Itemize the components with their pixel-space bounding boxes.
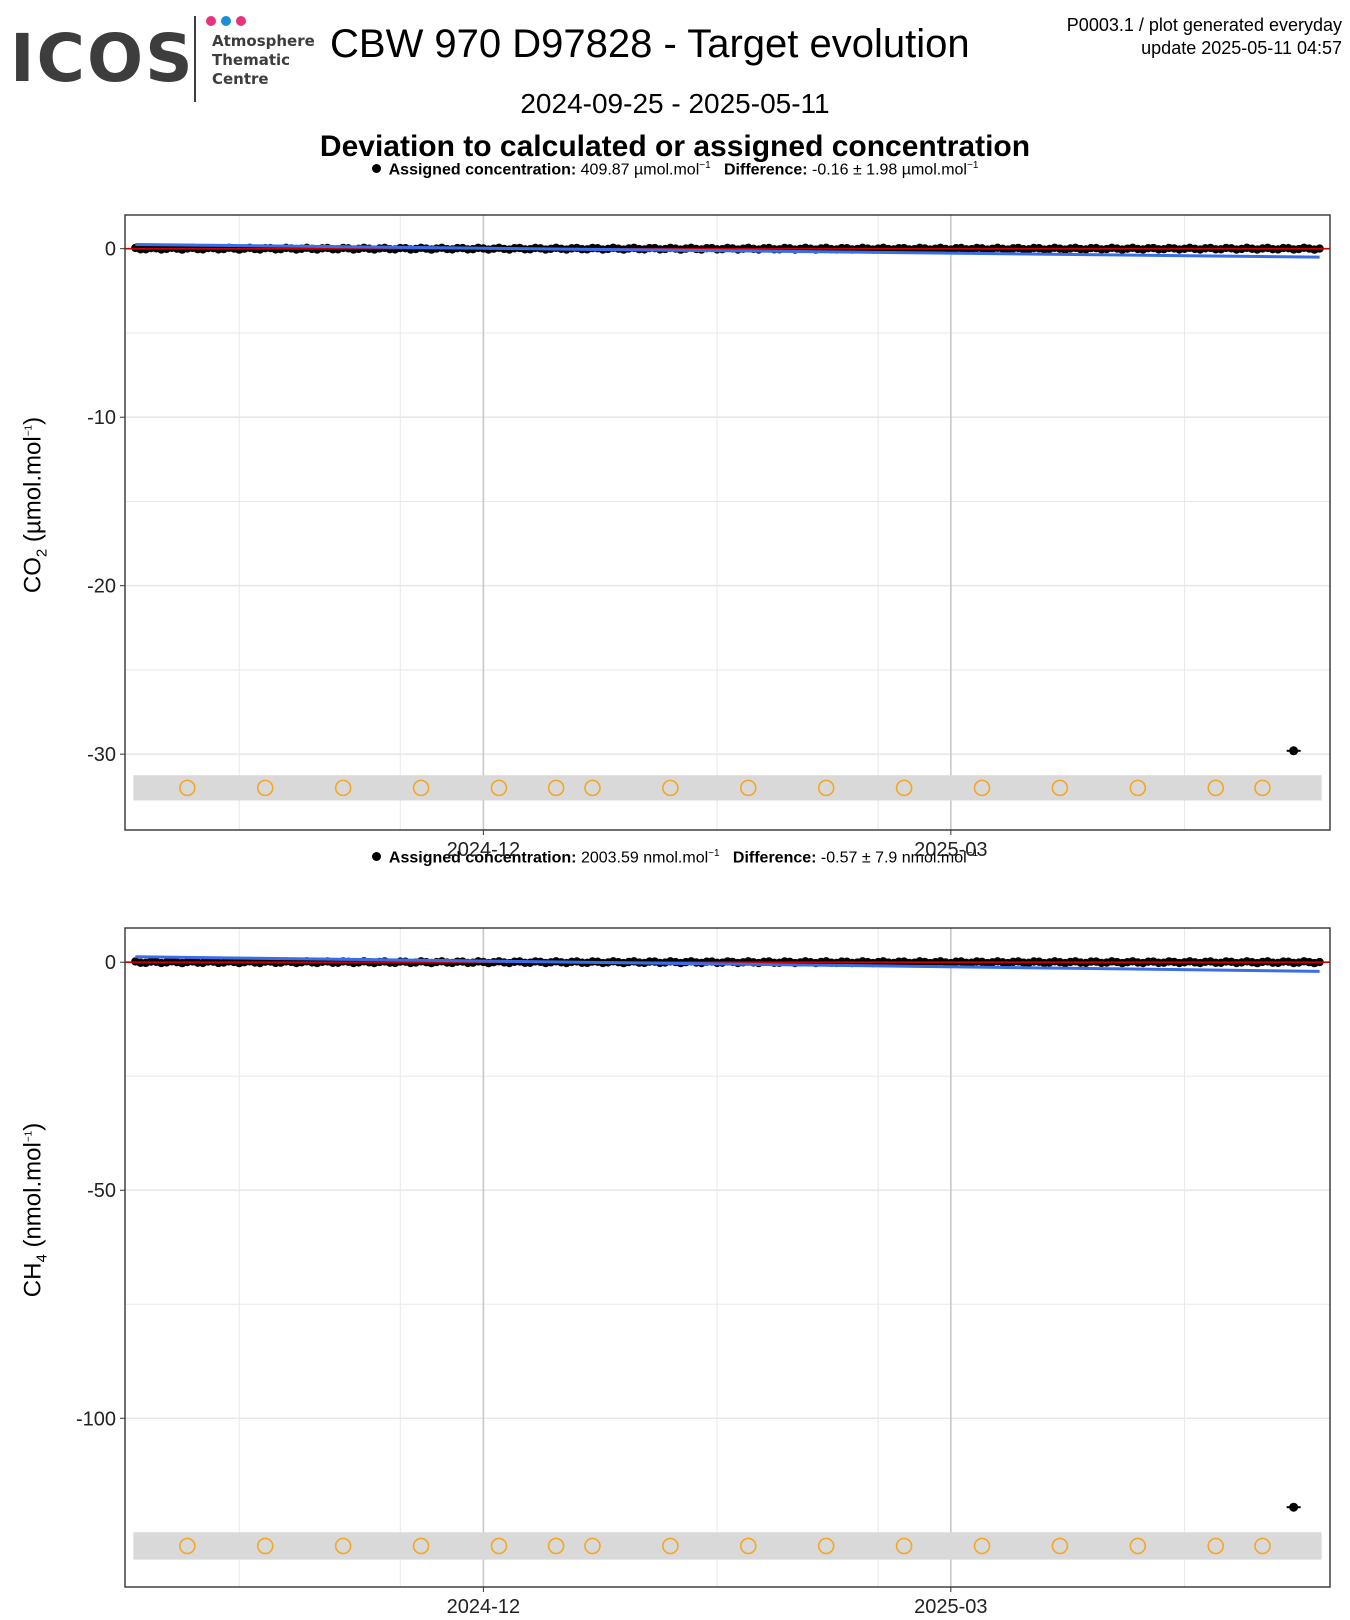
ch4-open-circle	[490, 1537, 508, 1555]
co2-open-circle	[490, 779, 508, 797]
logo-line-1: Atmosphere	[212, 32, 315, 50]
date-range: 2024-09-25 - 2025-05-11	[520, 88, 830, 119]
co2-open-circle	[412, 779, 430, 797]
ch4-assigned-value: 2003.59 nmol.mol	[580, 849, 709, 867]
main-title: CBW 970 D97828 - Target evolution	[330, 22, 970, 66]
ch4-difference-label: Difference:	[732, 849, 817, 867]
logo-line-3: Centre	[212, 70, 269, 88]
co2-x-tick-label: 2025-03	[914, 839, 987, 861]
logo-dot-3	[236, 16, 246, 26]
ch4-open-circle	[1051, 1537, 1069, 1555]
ch4-y-tick-label: -100	[76, 1408, 116, 1430]
ch4-open-circle	[547, 1537, 565, 1555]
co2-y-tick-label: -30	[87, 744, 116, 766]
ch4-open-circle	[179, 1537, 196, 1555]
co2-open-circle	[662, 779, 679, 797]
co2-open-circle	[1051, 779, 1069, 797]
co2-open-circle	[973, 779, 991, 797]
co2-trend-line	[135, 242, 1320, 259]
logo-dot-1	[206, 16, 216, 26]
co2-y-tick-label: -20	[87, 576, 116, 598]
ch4-flag-band	[133, 1532, 1322, 1560]
ch4-plot-frame	[124, 927, 1331, 1588]
logo-dot-2	[221, 16, 231, 26]
co2-difference-label: Difference:	[724, 161, 808, 179]
co2-x-tick-label: 2024-12	[447, 839, 520, 861]
co2-assigned-value: 409.87 µmol.mol	[580, 161, 700, 179]
co2-open-circle	[895, 779, 913, 797]
co2-flag-band	[133, 775, 1322, 801]
co2-open-circle	[547, 779, 565, 797]
ch4-open-circle	[662, 1537, 679, 1555]
co2-open-circle	[817, 779, 835, 797]
logo-divider	[194, 16, 196, 102]
generation-info-line-2: update 2025-05-11 04:57	[1141, 38, 1342, 58]
plot-heading: Deviation to calculated or assigned conc…	[319, 130, 1031, 163]
co2-open-circle	[256, 779, 274, 797]
ch4-open-circle	[895, 1537, 913, 1555]
co2-open-circle	[739, 779, 757, 797]
generation-info: P0003.1 / plot generated everyday update…	[1067, 14, 1342, 60]
icos-logo: ICOS Atmosphere Thematic Centre	[10, 14, 315, 106]
ch4-y-tick-label: 0	[105, 952, 116, 974]
ch4-difference-value: -0.57 ± 7.9 nmol.mol	[820, 849, 967, 867]
ch4-legend: Assigned concentration: 2003.59 nmol.mol…	[0, 848, 1350, 867]
ch4-open-circle	[817, 1537, 835, 1555]
co2-legend: Assigned concentration: 409.87 µmol.mol−…	[0, 160, 1350, 179]
co2-y-tick-label: 0	[105, 239, 116, 261]
co2-outlier-point	[1289, 746, 1299, 756]
co2-open-circle	[584, 779, 601, 797]
logo-line-2: Thematic	[212, 51, 291, 69]
co2-open-circle	[1129, 779, 1147, 797]
generation-info-line-1: P0003.1 / plot generated everyday	[1066, 15, 1342, 35]
ch4-open-circle	[1207, 1537, 1225, 1555]
co2-y-tick-label: -10	[87, 407, 116, 429]
ch4-open-circle	[973, 1537, 991, 1555]
legend-point-icon	[371, 852, 381, 862]
co2-open-circle	[1254, 779, 1271, 797]
ch4-assigned-label: Assigned concentration:	[388, 849, 577, 867]
legend-point-icon	[371, 164, 381, 174]
co2-open-circle	[1207, 779, 1225, 797]
ch4-open-circle	[256, 1537, 274, 1555]
co2-open-circle	[179, 779, 196, 797]
co2-open-circle	[334, 779, 352, 797]
ch4-plot-area	[125, 928, 1330, 1587]
ch4-x-tick-label: 2025-03	[914, 1596, 987, 1618]
co2-assigned-label: Assigned concentration:	[388, 161, 577, 179]
co2-difference-value: -0.16 ± 1.98 µmol.mol	[812, 161, 967, 179]
ch4-open-circle	[412, 1537, 430, 1555]
ch4-trend-line	[135, 955, 1320, 973]
ch4-open-circle	[1254, 1537, 1271, 1555]
ch4-open-circle	[1129, 1537, 1147, 1555]
ch4-outlier-point	[1289, 1502, 1299, 1512]
ch4-x-tick-label: 2024-12	[447, 1596, 520, 1618]
ch4-open-circle	[334, 1537, 352, 1555]
logo-wordmark: ICOS	[10, 20, 195, 97]
ch4-open-circle	[584, 1537, 601, 1555]
ch4-y-tick-label: -50	[87, 1180, 116, 1202]
ch4-open-circle	[739, 1537, 757, 1555]
co2-plot-area	[125, 215, 1330, 830]
co2-plot-frame	[124, 214, 1331, 831]
